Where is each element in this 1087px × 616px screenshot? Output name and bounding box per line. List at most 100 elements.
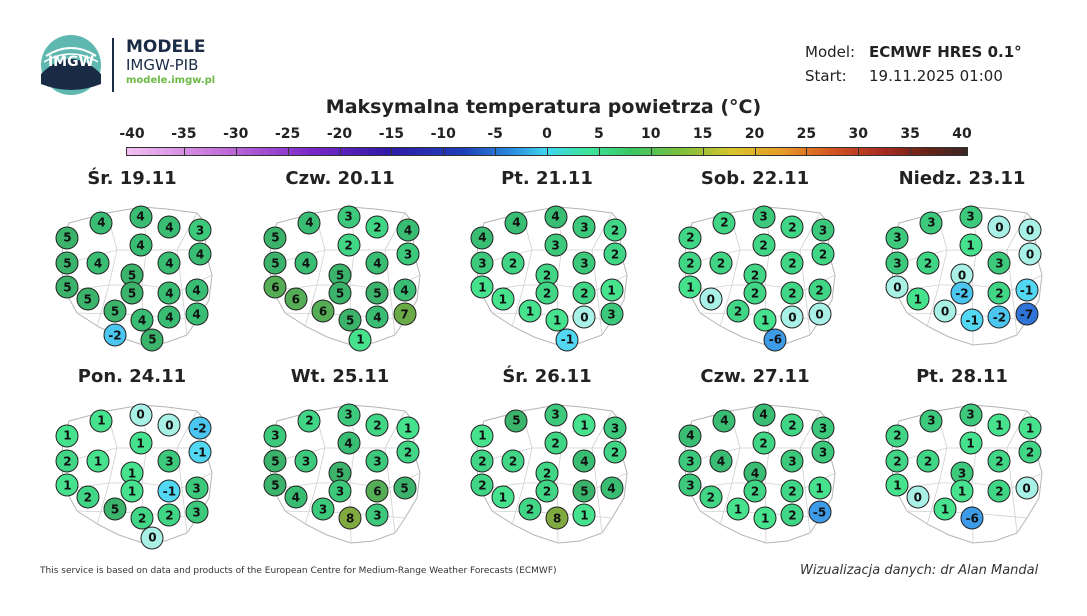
temperature-bubble: 2 [518, 497, 542, 521]
temperature-bubble: 1 [120, 479, 144, 503]
temperature-bubble: 3 [780, 449, 804, 473]
temperature-bubble: 3 [885, 251, 909, 275]
temperature-bubble: 0 [140, 526, 164, 549]
day-title: Sob. 22.11 [700, 168, 810, 189]
scale-tick [235, 147, 237, 156]
scale-tick [495, 147, 497, 156]
day-title: Czw. 20.11 [285, 168, 395, 189]
temperature-bubble: 0 [157, 413, 181, 437]
temperature-bubble: 5 [338, 308, 362, 332]
temperature-bubble: 3 [544, 403, 567, 426]
temperature-bubble: 1 [678, 275, 702, 299]
scale-label: -25 [274, 126, 301, 142]
temperature-bubble: 1 [959, 431, 982, 455]
temperature-bubble: 0 [808, 302, 832, 326]
temperature-bubble: 2 [130, 506, 154, 530]
temperature-bubble: 4 [365, 251, 389, 275]
scale-label: 20 [744, 126, 765, 142]
temperature-bubble: 1 [1018, 416, 1042, 440]
temperature-bubble: 1 [753, 506, 777, 530]
temperature-bubble: 5 [55, 226, 79, 249]
temperature-bubble: -1 [555, 328, 579, 351]
temperature-bubble: 1 [55, 473, 79, 497]
temperature-bubble: 5 [572, 479, 596, 503]
temperature-bubble: 5 [328, 281, 352, 305]
color-scale-labels: -40 -35 -30 -25 -20 -15 -10 -5 0 5 10 15 20 25 30 35 40 [0, 126, 1087, 146]
temperature-bubble: 3 [185, 500, 209, 524]
temperature-bubble: 3 [811, 440, 835, 464]
start-label: Start: [805, 67, 847, 85]
temperature-bubble: 0 [572, 305, 596, 329]
temperature-bubble: 4 [600, 476, 624, 500]
scale-label: -30 [223, 126, 249, 142]
temperature-bubble: 2 [987, 449, 1011, 473]
temperature-bubble: 0 [933, 299, 957, 323]
scale-tick [754, 147, 756, 156]
day-title: Pt. 28.11 [916, 366, 1008, 387]
temperature-bubble: 2 [297, 409, 321, 432]
temperature-bubble: 3 [678, 473, 702, 497]
temperature-bubble: 1 [726, 497, 750, 521]
temperature-bubble: 2 [544, 431, 567, 455]
temperature-bubble: -1 [1015, 278, 1039, 302]
temperature-bubble: 4 [185, 278, 209, 302]
temperature-bubble: 3 [987, 251, 1011, 275]
day-title: Pt. 21.11 [501, 168, 593, 189]
temperature-bubble: 3 [294, 449, 318, 473]
temperature-bubble: 4 [157, 215, 181, 239]
scale-label: 5 [594, 126, 604, 142]
scale-tick [858, 147, 860, 156]
temperature-bubble: 4 [129, 205, 152, 228]
poland-map: 3 3 0 0 3 1 0 3 2 0 3 0 -2 2 -1 1 0 -1 -2 -7 [877, 195, 1047, 355]
temperature-bubble: 2 [365, 215, 389, 239]
temperature-bubble: 4 [89, 211, 113, 234]
temperature-bubble: 0 [780, 305, 804, 329]
temperature-bubble: 2 [55, 449, 79, 473]
temperature-bubble: 4 [86, 251, 110, 275]
poland-map: 4 4 4 3 5 4 4 5 4 5 4 5 5 4 4 5 5 4 4 4 5 -2 [47, 195, 217, 355]
scale-label: 40 [952, 126, 972, 142]
temperature-bubble: 2 [885, 424, 909, 447]
temperature-bubble: 2 [603, 440, 627, 464]
scale-tick [702, 147, 704, 156]
temperature-bubble: 5 [76, 287, 100, 311]
temperature-bubble: -2 [950, 281, 974, 305]
temperature-bubble: 4 [188, 242, 212, 266]
scale-label: 10 [641, 126, 661, 142]
temperature-bubble: 2 [987, 479, 1011, 503]
temperature-bubble: 3 [544, 233, 567, 257]
poland-map: 1 0 0 -2 1 1 -1 2 1 1 3 1 1 -1 3 2 5 2 2 3 0 [47, 393, 217, 553]
logo-text: IMGW [47, 54, 95, 70]
temperature-bubble: 3 [572, 251, 596, 275]
temperature-bubble: 2 [678, 226, 702, 249]
temperature-bubble: 2 [501, 449, 525, 473]
temperature-bubble: 1 [348, 328, 372, 351]
temperature-bubble: 4 [678, 424, 702, 447]
temperature-bubble: 3 [959, 403, 982, 426]
brand-url[interactable]: modele.imgw.pl [126, 75, 216, 86]
scale-label: -35 [171, 126, 197, 142]
temperature-bubble: 2 [752, 233, 775, 257]
temperature-bubble: 0 [885, 275, 909, 299]
temperature-bubble: 4 [294, 251, 318, 275]
brand-block: MODELE IMGW-PIB modele.imgw.pl [112, 38, 215, 92]
temperature-bubble: 1 [396, 416, 420, 440]
temperature-bubble: 3 [337, 403, 360, 426]
imgw-logo: IMGW [38, 34, 104, 96]
temperature-bubble: 5 [55, 251, 79, 275]
temperature-bubble: 8 [338, 506, 362, 530]
day-title: Wt. 25.11 [290, 366, 390, 387]
model-value: ECMWF HRES 0.1° [869, 43, 1022, 61]
temperature-bubble: 2 [780, 281, 804, 305]
temperature-bubble: 7 [393, 302, 417, 326]
brand-title: MODELE [126, 37, 206, 57]
temperature-bubble: 1 [600, 278, 624, 302]
scale-label: 35 [900, 126, 920, 142]
temperature-bubble: 3 [470, 251, 494, 275]
scale-tick [391, 147, 393, 156]
temperature-bubble: 1 [572, 503, 596, 527]
temperature-bubble: 1 [470, 275, 494, 299]
temperature-bubble: 3 [752, 205, 775, 228]
